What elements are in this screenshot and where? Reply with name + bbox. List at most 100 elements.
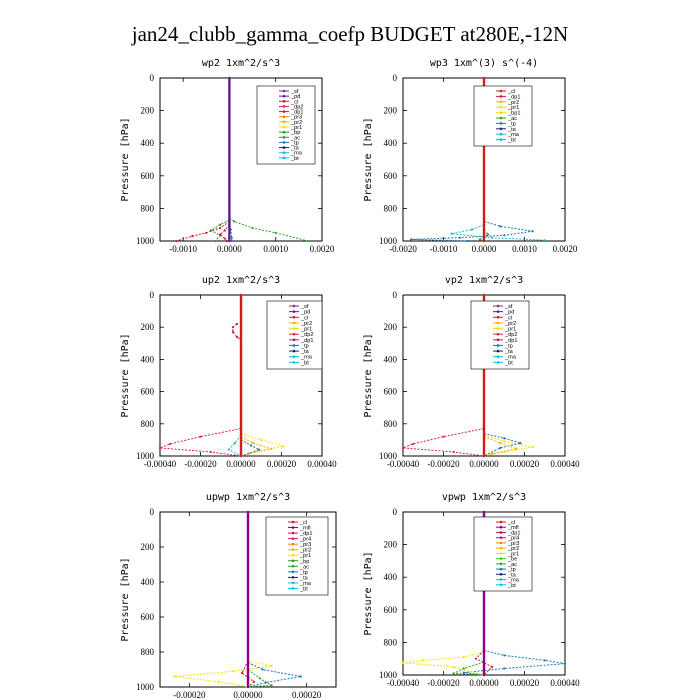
data-point (543, 239, 546, 242)
legend-label: _sf (504, 304, 513, 310)
data-point (232, 220, 236, 223)
legend-marker (499, 573, 503, 576)
figure-title: jan24_clubb_gamma_coefp BUDGET at280E,-1… (131, 22, 569, 46)
x-tick-label: 0.00040 (550, 678, 580, 688)
legend-label: _pr3 (299, 542, 311, 548)
x-tick-label: -0.00020 (173, 690, 206, 700)
data-point (231, 330, 234, 334)
data-point (482, 673, 486, 677)
legend-label: _dp1 (290, 110, 303, 116)
legend-label: _cl (507, 89, 515, 95)
data-point (175, 239, 178, 243)
legend-marker (496, 344, 500, 347)
y-tick-label: 800 (141, 647, 155, 657)
series-line-pr2 (483, 436, 519, 457)
data-point (503, 437, 506, 440)
data-point (228, 76, 231, 80)
data-point (482, 293, 486, 297)
legend: _sf_pd_cl_dp2_dp1_pr3_pr2_pr1_bp_ac_tp_t… (256, 85, 316, 165)
legend-marker (496, 349, 500, 353)
legend-label: _bt (507, 583, 516, 589)
data-point (214, 239, 217, 243)
legend-marker (499, 562, 503, 566)
panel-title: upwp 1xm^2/s^3 (206, 492, 290, 503)
y-tick-label: 200 (384, 540, 398, 550)
y-tick-label: 0 (393, 73, 398, 83)
legend-marker (291, 537, 295, 540)
x-tick-label: 0.00040 (550, 459, 580, 469)
data-point (250, 444, 253, 447)
legend-label: _dp1 (507, 530, 520, 536)
legend-label: _cl (300, 315, 308, 321)
y-tick-label: 200 (384, 322, 398, 332)
legend-marker (292, 315, 296, 319)
data-point (252, 680, 255, 683)
data-point (219, 223, 222, 226)
panel-wp2: wp2 1xm^2/s^3 Pressure [hPa] 0 200 400 600 800… (120, 58, 335, 254)
legend-label: _pr1 (290, 125, 302, 131)
legend-label: _pr2 (299, 548, 311, 554)
legend-marker (291, 559, 295, 563)
data-point (499, 442, 502, 445)
series-line-ac (247, 669, 274, 688)
data-point (452, 665, 455, 668)
legend-label: _tp (507, 567, 516, 573)
x-tick-label: -0.00040 (144, 459, 177, 469)
legend-marker (499, 552, 503, 555)
legend-label: _cl (507, 520, 515, 526)
legend-label: _sf (290, 89, 299, 95)
series-line-tp (463, 650, 566, 676)
x-tick-label: 0.00020 (510, 459, 540, 469)
data-point (223, 237, 226, 240)
series-line-cl (176, 220, 230, 242)
data-point (228, 239, 231, 243)
x-tick-label: -0.00040 (387, 678, 420, 688)
legend-marker (291, 531, 295, 535)
legend-label: _bp (290, 130, 300, 136)
data-point (227, 448, 230, 451)
legend-marker (496, 321, 500, 325)
data-point (233, 442, 237, 445)
data-point (486, 233, 490, 236)
legend-marker (292, 321, 296, 325)
series-line-tp (483, 433, 523, 457)
y-tick-label: 400 (384, 354, 398, 364)
legend-marker (496, 310, 500, 313)
data-point (563, 662, 567, 665)
legend-marker (291, 570, 295, 574)
y-tick-label: 600 (141, 387, 155, 397)
data-point (422, 659, 425, 662)
legend-box (470, 300, 530, 370)
y-axis-label: Pressure [hPa] (120, 117, 131, 201)
legend-marker (499, 536, 503, 539)
legend-marker (282, 120, 286, 124)
data-point (239, 454, 243, 458)
data-point (260, 438, 263, 441)
legend-marker (496, 304, 500, 308)
data-point (270, 447, 273, 450)
y-axis-label: Pressure [hPa] (120, 557, 131, 641)
data-point (482, 76, 486, 80)
data-point (474, 657, 477, 660)
legend-marker (282, 94, 286, 98)
y-tick-label: 1000 (136, 236, 155, 246)
data-point (503, 234, 506, 237)
legend-label: _bp1 (507, 111, 520, 117)
series-line-pr1 (174, 660, 272, 688)
x-tick-label: 0.00000 (469, 459, 499, 469)
legend-marker (291, 553, 295, 557)
legend-marker (499, 116, 503, 120)
y-tick-label: 1000 (379, 451, 398, 461)
data-point (531, 230, 534, 233)
legend-marker (282, 115, 286, 119)
data-point (531, 446, 534, 449)
data-point (169, 442, 172, 446)
legend-marker (499, 578, 503, 581)
series-line-dp2 (402, 428, 485, 457)
legend-label: _dp2 (300, 332, 313, 338)
y-axis-label: Pressure [hPa] (363, 117, 374, 201)
legend-label: _tp (504, 343, 513, 349)
legend-marker (499, 138, 503, 141)
legend-marker (499, 105, 503, 109)
